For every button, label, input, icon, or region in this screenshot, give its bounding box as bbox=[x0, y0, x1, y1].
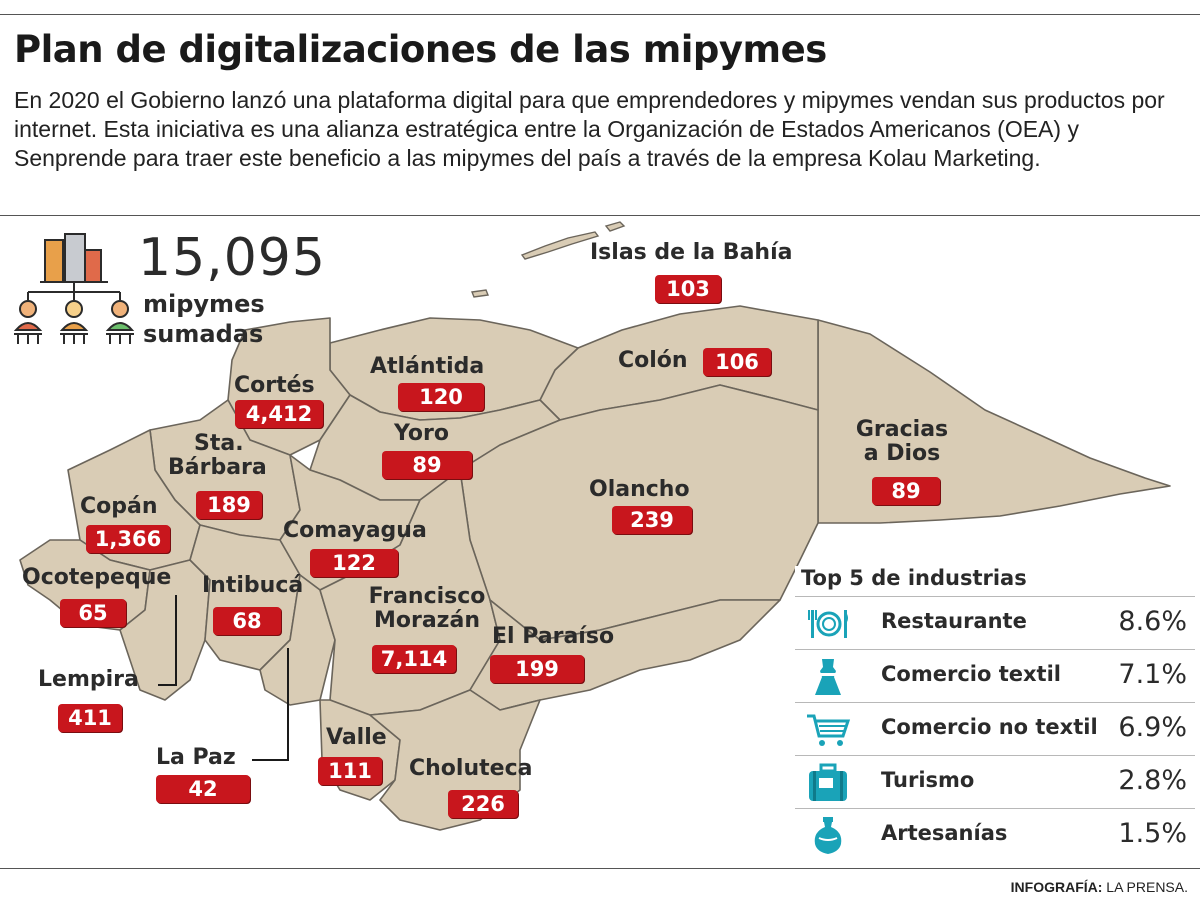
dept-label-colon: Colón bbox=[618, 348, 688, 373]
dept-badge-islas-de-la-bahia: 103 bbox=[655, 275, 721, 303]
shopping-cart-icon bbox=[807, 714, 851, 746]
dept-label-ocotepeque: Ocotepeque bbox=[22, 565, 172, 590]
dept-badge-lempira: 411 bbox=[58, 704, 122, 732]
dept-label-atlantida: Atlántida bbox=[370, 354, 485, 379]
dept-label-gracias-a-dios: Gracias a Dios bbox=[852, 418, 952, 466]
leader-lines bbox=[158, 595, 289, 761]
dept-label-comayagua: Comayagua bbox=[283, 518, 427, 543]
industry-name: Comercio textil bbox=[881, 662, 1061, 686]
dept-badge-colon: 106 bbox=[703, 348, 771, 376]
gracias-line2: a Dios bbox=[863, 441, 941, 466]
suitcase-icon bbox=[809, 763, 847, 801]
dept-badge-valle: 111 bbox=[318, 757, 382, 785]
island-roatan bbox=[520, 231, 600, 260]
vase-icon bbox=[814, 817, 842, 854]
fm-line2: Morazán bbox=[373, 608, 480, 633]
island-guanaja bbox=[604, 221, 626, 232]
total-mipymes-value: 15,095 bbox=[138, 228, 326, 288]
industry-percent: 8.6% bbox=[1118, 606, 1187, 637]
region-gracias-a-dios bbox=[817, 319, 1171, 524]
industry-row-comercio-textil: Comercio textil 7.1% bbox=[795, 649, 1195, 702]
dept-badge-choluteca: 226 bbox=[448, 790, 518, 818]
header-rule bbox=[0, 215, 1200, 216]
total-label-line2: sumadas bbox=[143, 320, 264, 348]
total-label-line1: mipymes bbox=[143, 290, 265, 318]
dept-badge-francisco-morazan: 7,114 bbox=[372, 645, 456, 673]
dept-badge-el-paraiso: 199 bbox=[490, 655, 584, 683]
lempira-leader bbox=[158, 595, 177, 686]
dept-badge-comayagua: 122 bbox=[310, 549, 398, 577]
dept-badge-intibuca: 68 bbox=[213, 607, 281, 635]
la-paz-leader bbox=[252, 648, 289, 761]
dept-badge-santa-barbara: 189 bbox=[196, 491, 262, 519]
santa-barbara-line1: Sta. bbox=[194, 431, 244, 456]
dept-label-yoro: Yoro bbox=[394, 421, 449, 446]
dept-badge-la-paz: 42 bbox=[156, 775, 250, 803]
dept-badge-cortes: 4,412 bbox=[235, 400, 323, 428]
dept-label-choluteca: Choluteca bbox=[409, 756, 533, 781]
dept-badge-gracias-a-dios: 89 bbox=[872, 477, 940, 505]
santa-barbara-line2: Bárbara bbox=[168, 455, 267, 480]
credit-label: INFOGRAFÍA: bbox=[1010, 879, 1103, 895]
industry-row-turismo: Turismo 2.8% bbox=[795, 755, 1195, 808]
industry-percent: 1.5% bbox=[1118, 818, 1187, 849]
industry-row-restaurante: Restaurante 8.6% bbox=[795, 596, 1195, 649]
industry-row-artesanias: Artesanías 1.5% bbox=[795, 808, 1195, 861]
dept-label-la-paz: La Paz bbox=[156, 745, 236, 770]
intro-paragraph: En 2020 el Gobierno lanzó una plataforma… bbox=[14, 87, 1165, 171]
dress-icon bbox=[815, 659, 841, 695]
bottom-rule bbox=[0, 868, 1200, 869]
gracias-line1: Gracias bbox=[855, 417, 949, 442]
island-utila bbox=[471, 289, 489, 298]
industry-name: Turismo bbox=[881, 768, 975, 792]
bay-islands bbox=[471, 221, 626, 298]
industry-name: Restaurante bbox=[881, 609, 1027, 633]
total-mipymes-label: mipymes sumadas bbox=[143, 289, 265, 349]
dept-label-el-paraiso: El Paraíso bbox=[492, 624, 615, 649]
industry-name: Comercio no textil bbox=[881, 715, 1098, 739]
dept-label-lempira: Lempira bbox=[38, 667, 139, 692]
industries-title: Top 5 de industrias bbox=[801, 566, 1027, 590]
dept-badge-yoro: 89 bbox=[382, 451, 472, 479]
industry-row-comercio-no-textil: Comercio no textil 6.9% bbox=[795, 702, 1195, 755]
industry-percent: 2.8% bbox=[1118, 765, 1187, 796]
dept-label-islas-de-la-bahia: Islas de la Bahía bbox=[590, 240, 793, 265]
top-rule bbox=[0, 14, 1200, 15]
dept-label-santa-barbara: Sta. Bárbara bbox=[168, 431, 267, 480]
dept-badge-ocotepeque: 65 bbox=[60, 599, 126, 627]
industry-name: Artesanías bbox=[881, 821, 1008, 845]
dept-label-intibuca: Intibucá bbox=[202, 573, 304, 598]
dept-label-copan: Copán bbox=[80, 494, 158, 519]
dept-label-olancho: Olancho bbox=[589, 477, 690, 502]
dept-badge-olancho: 239 bbox=[612, 506, 692, 534]
fm-line1: Francisco bbox=[368, 584, 486, 609]
plate-cutlery-icon bbox=[808, 610, 848, 638]
dept-badge-atlantida: 120 bbox=[398, 383, 484, 411]
dept-badge-copan: 1,366 bbox=[86, 525, 170, 553]
industry-percent: 7.1% bbox=[1118, 659, 1187, 690]
page-title: Plan de digitalizaciones de las mipymes bbox=[14, 28, 827, 71]
organization-icon bbox=[13, 233, 135, 344]
industries-panel: Top 5 de industrias Restaurante 8.6% Com… bbox=[795, 566, 1195, 861]
dept-label-francisco-morazan: Francisco Morazán bbox=[362, 585, 492, 633]
dept-label-valle: Valle bbox=[326, 725, 387, 750]
industry-percent: 6.9% bbox=[1118, 712, 1187, 743]
dept-label-cortes: Cortés bbox=[234, 373, 315, 398]
credit-line: INFOGRAFÍA: LA PRENSA. bbox=[1011, 879, 1188, 895]
credit-source: LA PRENSA. bbox=[1106, 879, 1188, 895]
